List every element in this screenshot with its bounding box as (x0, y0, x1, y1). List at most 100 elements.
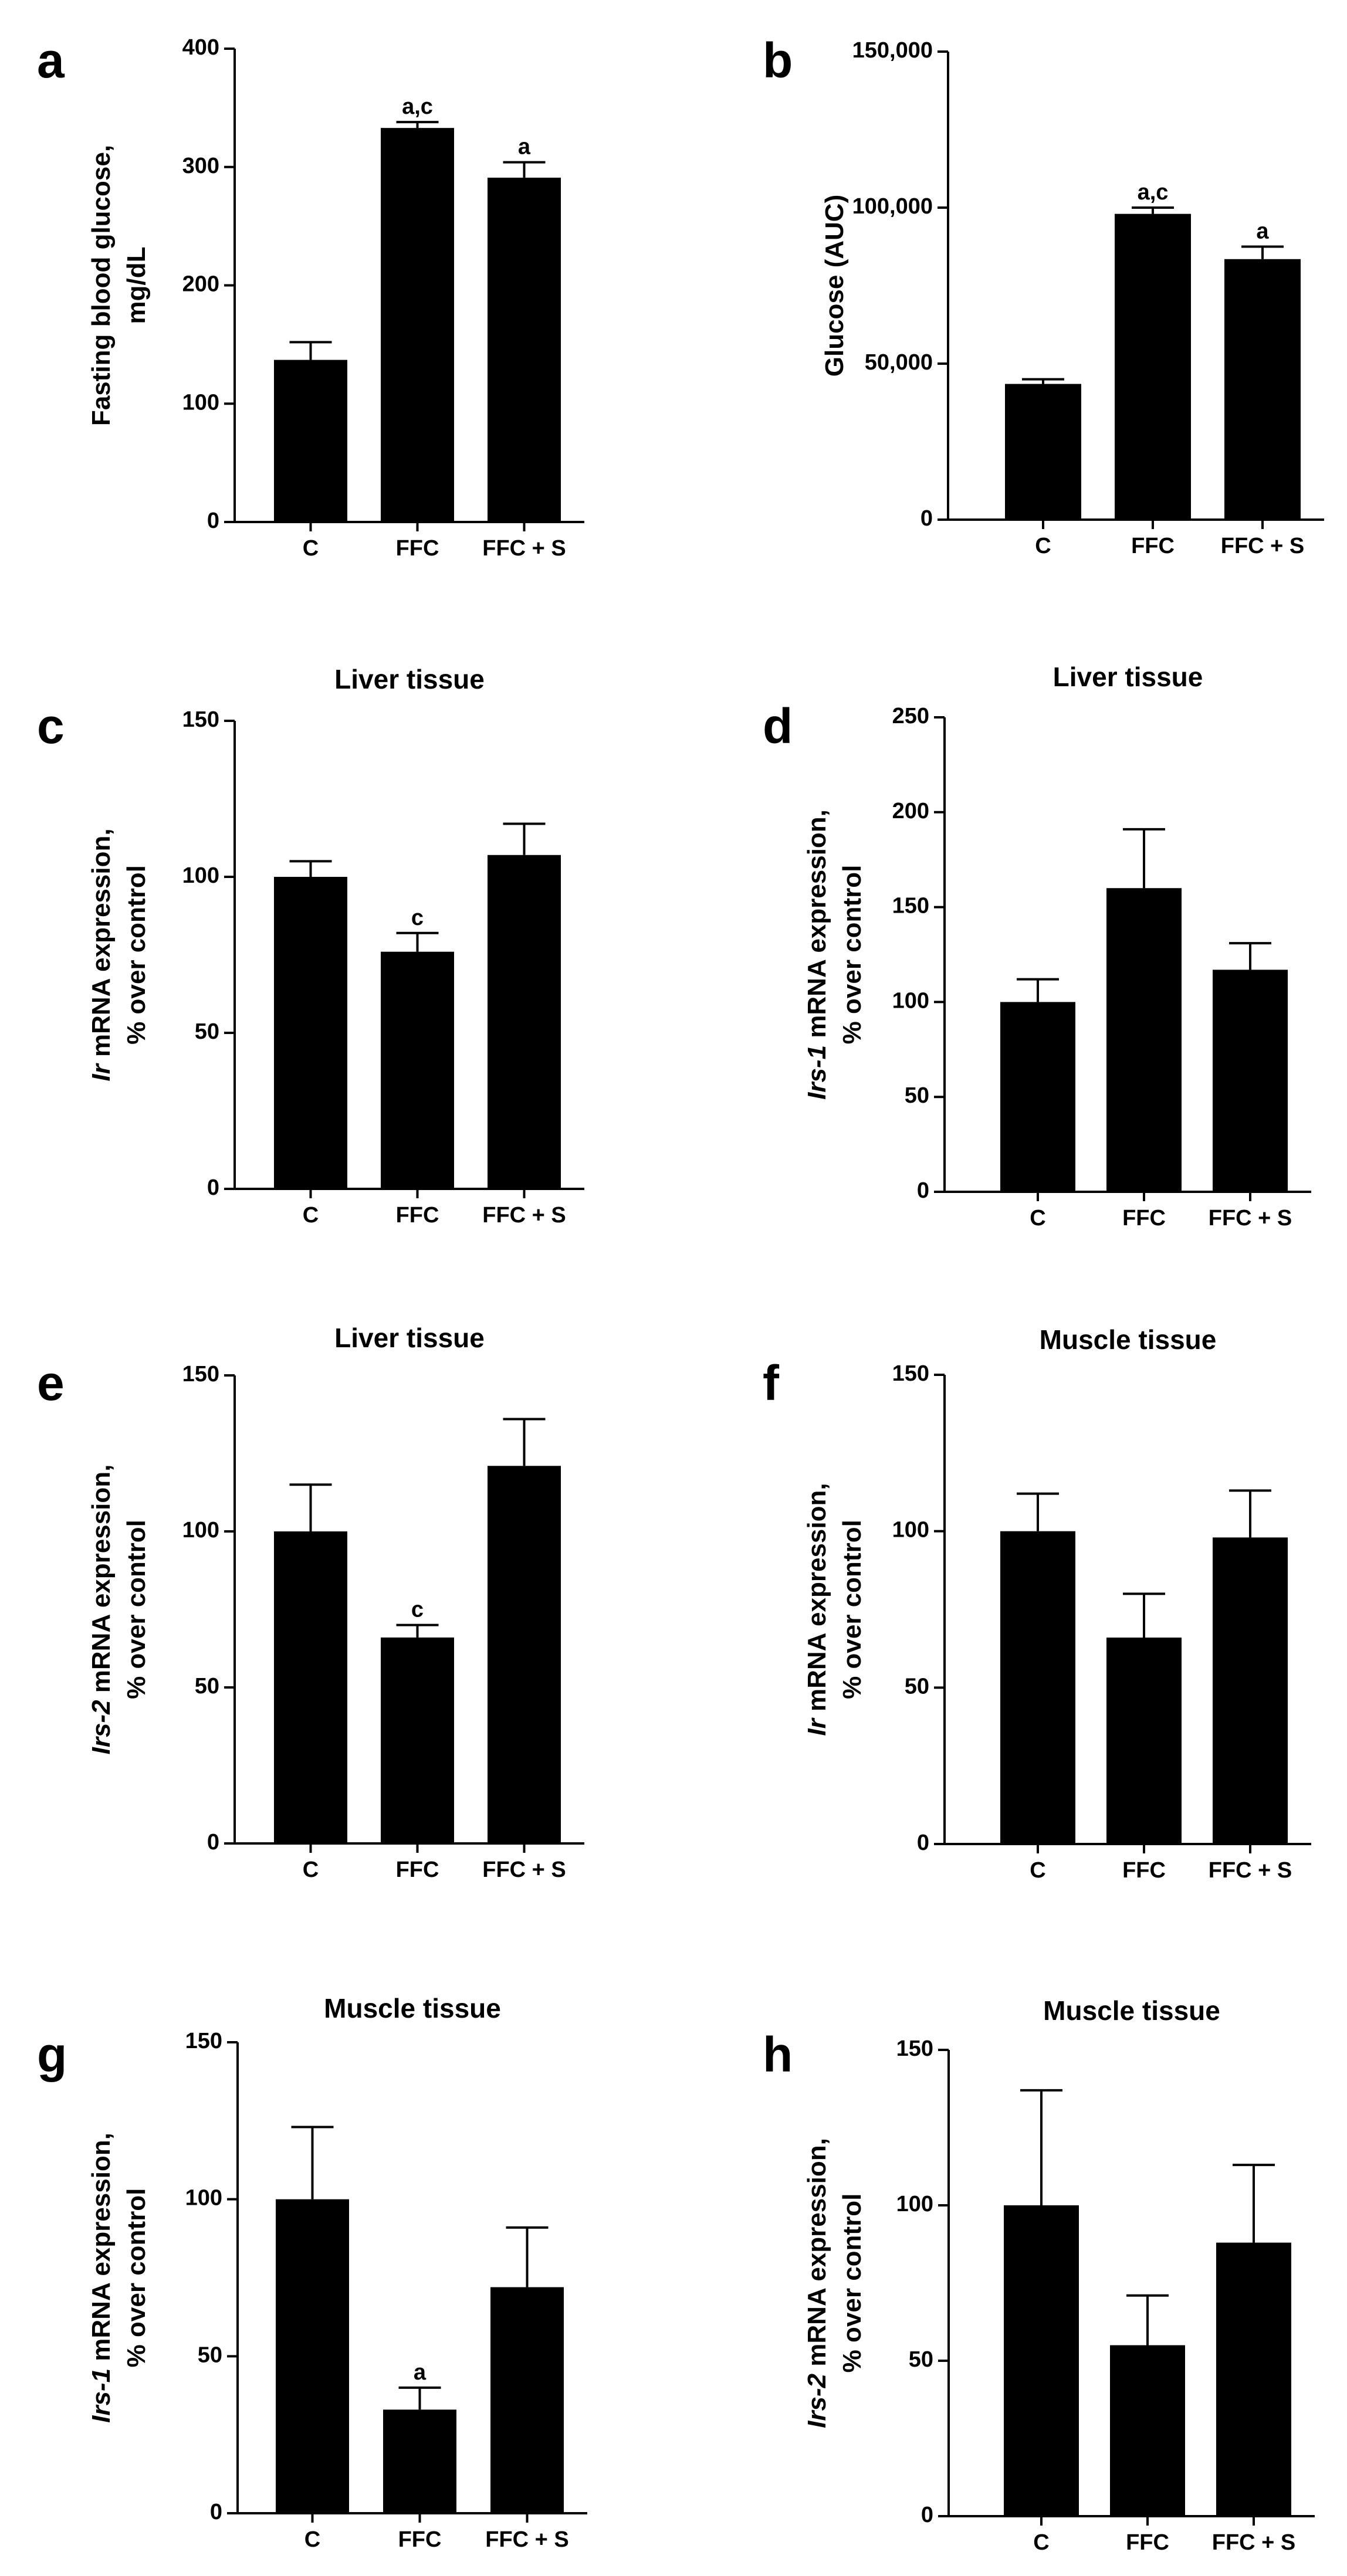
bar-a-0 (274, 360, 347, 522)
y-tick-label-a-0: 0 (207, 509, 219, 533)
y-axis-label-gene-d: Irs-1 (803, 1045, 831, 1100)
y-tick-label-a-4: 400 (182, 35, 219, 60)
x-tick-label-f-2: FFC + S (1209, 1858, 1292, 1883)
panel-letter-b: b (763, 33, 793, 88)
x-tick-label-b-1: FFC (1131, 534, 1175, 558)
y-axis-label-text-c-1: % over control (122, 865, 151, 1045)
bar-a-1 (381, 128, 454, 523)
bar-d-0 (1000, 1002, 1075, 1192)
y-axis-label-gene-h: Irs-2 (803, 2373, 831, 2428)
bar-c-0 (274, 877, 347, 1189)
y-tick-label-h-2: 100 (896, 2192, 933, 2216)
y-tick-label-h-0: 0 (921, 2503, 933, 2527)
x-tick-label-a-0: C (303, 536, 319, 561)
x-tick-label-f-1: FFC (1122, 1858, 1166, 1883)
y-tick-label-d-1: 50 (905, 1083, 929, 1108)
y-tick-label-h-3: 150 (896, 2036, 933, 2061)
bar-c-2 (488, 855, 561, 1189)
y-tick-label-b-2: 100,000 (852, 194, 933, 219)
chart-title-h: Muscle tissue (1043, 1995, 1220, 2026)
y-tick-label-e-1: 50 (195, 1674, 219, 1699)
bar-e-2 (488, 1466, 561, 1843)
x-tick-label-e-1: FFC (396, 1858, 439, 1882)
y-tick-label-h-1: 50 (909, 2347, 933, 2372)
bar-h-1 (1110, 2345, 1185, 2516)
x-tick-label-b-2: FFC + S (1221, 534, 1305, 558)
panel-letter-f: f (763, 1355, 780, 1411)
x-tick-label-a-2: FFC + S (482, 536, 566, 561)
y-tick-label-g-0: 0 (210, 2500, 222, 2524)
y-tick-label-a-3: 300 (182, 154, 219, 178)
y-axis-label-h-1: % over control (838, 2194, 867, 2373)
chart-title-c: Liver tissue (334, 664, 485, 694)
y-tick-label-e-3: 150 (182, 1362, 219, 1387)
y-axis-label-gene-f: Ir (803, 1717, 831, 1736)
chart-title-d: Liver tissue (1053, 662, 1203, 692)
x-tick-label-c-0: C (303, 1203, 319, 1228)
panel-d: d Liver tissue C FFC FFC + S 0 50 100 150 200 250 I… (763, 662, 1311, 1231)
x-tick-label-g-0: C (304, 2527, 320, 2552)
bar-f-0 (1000, 1531, 1075, 1844)
y-tick-label-b-3: 150,000 (852, 38, 933, 63)
panel-letter-d: d (763, 699, 793, 754)
y-tick-label-a-1: 100 (182, 390, 219, 415)
panel-letter-h: h (763, 2027, 793, 2082)
panel-c: c Liver tissue Cc FFC FFC + S 0 50 100 150 Ir mRN… (37, 664, 584, 1228)
bar-f-2 (1213, 1537, 1288, 1844)
x-tick-label-b-0: C (1035, 534, 1051, 558)
y-axis-label-a-1: mg/dL (122, 247, 151, 324)
sig-annotation-g-1: a (414, 2360, 427, 2385)
y-tick-label-c-3: 150 (182, 707, 219, 732)
y-axis-label-text-f-1: % over control (838, 1520, 867, 1699)
chart-title-g: Muscle tissue (324, 1993, 501, 2023)
bar-g-1 (383, 2409, 456, 2513)
x-tick-label-g-2: FFC + S (485, 2527, 569, 2552)
y-axis-label-c-0: Ir mRNA expression, (87, 828, 116, 1081)
y-axis-label-c-1: % over control (122, 865, 151, 1045)
x-tick-label-d-2: FFC + S (1209, 1206, 1292, 1231)
y-tick-label-a-2: 200 (182, 272, 219, 297)
y-axis-label-gene-e: Irs-2 (87, 1700, 116, 1754)
sig-annotation-b-1: a,c (1138, 180, 1169, 205)
y-axis-label-text-c-0: mRNA expression, (87, 828, 116, 1064)
y-tick-label-c-2: 100 (182, 863, 219, 888)
y-axis-label-text-e-1: % over control (122, 1520, 151, 1699)
chart-title-e: Liver tissue (334, 1323, 485, 1353)
bar-b-1 (1115, 213, 1191, 520)
bar-c-1 (381, 951, 454, 1189)
y-tick-label-g-2: 100 (185, 2186, 222, 2211)
y-tick-label-e-2: 100 (182, 1518, 219, 1543)
sig-annotation-c-1: c (411, 906, 424, 930)
bar-d-2 (1213, 970, 1288, 1192)
y-tick-label-d-3: 150 (892, 894, 929, 918)
panel-letter-g: g (37, 2027, 67, 2082)
bar-b-0 (1005, 384, 1081, 520)
panel-e: e Liver tissue Cc FFC FFC + S 0 50 100 150 Irs-2 … (37, 1323, 584, 1882)
bar-b-2 (1224, 259, 1301, 520)
y-axis-label-b-0: Glucose (AUC) (820, 195, 849, 377)
y-tick-label-f-2: 100 (892, 1518, 929, 1543)
y-axis-label-g-0: Irs-1 mRNA expression, (87, 2133, 116, 2423)
y-axis-label-g-1: % over control (122, 2188, 151, 2368)
y-tick-label-g-1: 50 (198, 2343, 222, 2367)
x-tick-label-h-0: C (1033, 2530, 1049, 2555)
x-tick-label-h-2: FFC + S (1212, 2530, 1296, 2555)
x-tick-label-e-0: C (303, 1858, 319, 1882)
y-tick-label-c-1: 50 (195, 1019, 219, 1044)
y-axis-label-gene-g: Irs-1 (87, 2368, 116, 2423)
y-tick-label-b-0: 0 (920, 506, 933, 531)
panel-letter-c: c (37, 699, 65, 754)
y-axis-label-f-0: Ir mRNA expression, (803, 1483, 831, 1736)
y-tick-label-c-0: 0 (207, 1175, 219, 1200)
y-axis-label-a-0: Fasting blood glucose, (87, 145, 116, 426)
x-tick-label-e-2: FFC + S (482, 1858, 566, 1882)
y-axis-label-gene-c: Ir (87, 1062, 116, 1081)
x-tick-label-d-1: FFC (1122, 1206, 1166, 1231)
bar-a-2 (488, 177, 561, 523)
y-tick-label-d-4: 200 (892, 799, 929, 823)
bar-f-1 (1106, 1638, 1182, 1844)
bar-d-1 (1106, 888, 1182, 1192)
y-tick-label-b-1: 50,000 (865, 350, 933, 375)
bar-g-0 (276, 2199, 349, 2513)
